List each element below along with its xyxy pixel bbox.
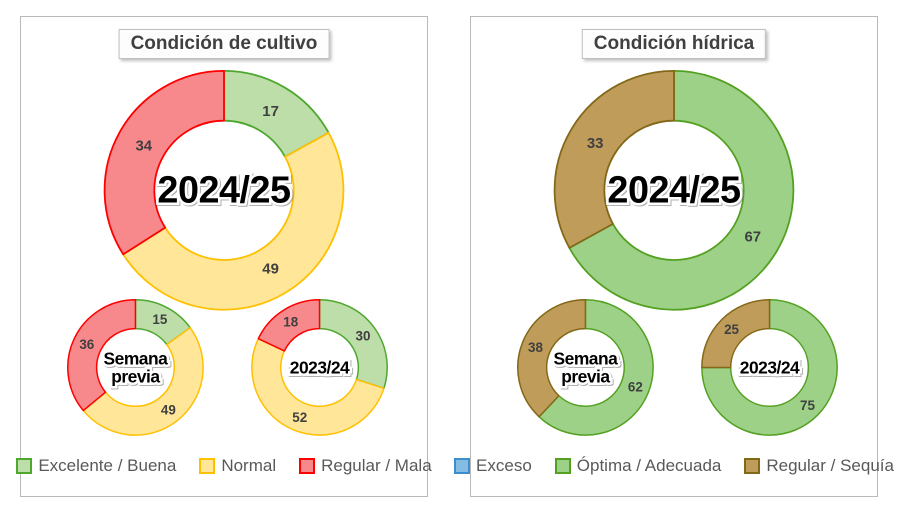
legend-label: Regular / Mala — [321, 456, 432, 475]
chart-title-hidrica: Condición hídrica — [581, 29, 767, 59]
panel-condicion-cultivo: Condición de cultivo 17 49 34 2024/25 15 49 36… — [16, 16, 432, 497]
donut-center-label: 2024/25 — [607, 169, 740, 211]
legend-swatch-icon — [744, 458, 761, 474]
donut-segment — [103, 70, 225, 256]
donut-segment — [67, 299, 137, 412]
legend-label: Normal — [221, 456, 277, 475]
data-label: 17 — [262, 103, 279, 120]
legend-swatch-icon — [299, 458, 316, 474]
donut-segment — [538, 299, 654, 436]
donut-segment — [553, 70, 675, 249]
legend-swatch-icon — [554, 458, 571, 474]
donut-segment — [257, 299, 321, 352]
data-label: 30 — [356, 328, 371, 343]
data-label: 49 — [161, 402, 176, 417]
legend-item: Exceso — [454, 456, 532, 476]
data-label: 25 — [724, 322, 739, 337]
donut-segment — [701, 299, 838, 436]
data-label: 38 — [528, 340, 543, 355]
legend-item: Regular / Sequía — [744, 456, 894, 476]
donut-center-label: 2024/25 — [157, 169, 290, 211]
data-label: 62 — [628, 380, 643, 395]
data-label: 49 — [262, 261, 279, 278]
donut-segment — [122, 131, 345, 311]
legend-label: Óptima / Adecuada — [576, 456, 722, 475]
data-label: 18 — [283, 315, 298, 330]
donut-segment — [251, 337, 385, 436]
donut-center-label: 2023/24 — [290, 357, 350, 377]
legend-label: Regular / Sequía — [766, 456, 894, 475]
legend-item: Normal — [199, 456, 276, 476]
donut-center-label: 2023/24 — [740, 357, 800, 377]
legend-hidrica: Exceso Óptima / Adecuada Regular / Sequía — [454, 456, 894, 476]
data-label: 34 — [135, 138, 152, 155]
legend-item: Regular / Mala — [299, 456, 432, 476]
legend-swatch-icon — [454, 458, 471, 474]
legend-item: Excelente / Buena — [16, 456, 176, 476]
panel-condicion-hidrica: Condición hídrica 67 33 2024/25 62 38 Semana p… — [454, 16, 894, 497]
donut-segment — [701, 299, 771, 369]
donut-segment — [517, 299, 587, 418]
legend-label: Exceso — [476, 456, 532, 475]
data-label: 33 — [587, 135, 604, 152]
donut-segment — [82, 326, 204, 436]
data-label: 67 — [745, 228, 762, 245]
chart-title-cultivo: Condición de cultivo — [118, 29, 330, 59]
legend-label: Excelente / Buena — [38, 456, 177, 475]
data-label: 15 — [152, 312, 167, 327]
donut-chart-cultivo: 17 49 34 2024/25 15 49 36 Semana previa 30 52 18 202… — [67, 70, 388, 436]
legend-cultivo: Excelente / Buena Normal Regular / Mala — [16, 456, 432, 476]
donut-center-label: Semana previa — [554, 348, 619, 386]
donut-segment — [568, 70, 795, 311]
legend-swatch-icon — [199, 458, 216, 474]
data-label: 75 — [800, 398, 815, 413]
legend-item: Óptima / Adecuada — [554, 456, 722, 476]
data-label: 52 — [292, 410, 307, 425]
legend-swatch-icon — [16, 458, 33, 474]
data-label: 36 — [79, 337, 94, 352]
donut-center-label: Semana previa — [104, 348, 169, 386]
